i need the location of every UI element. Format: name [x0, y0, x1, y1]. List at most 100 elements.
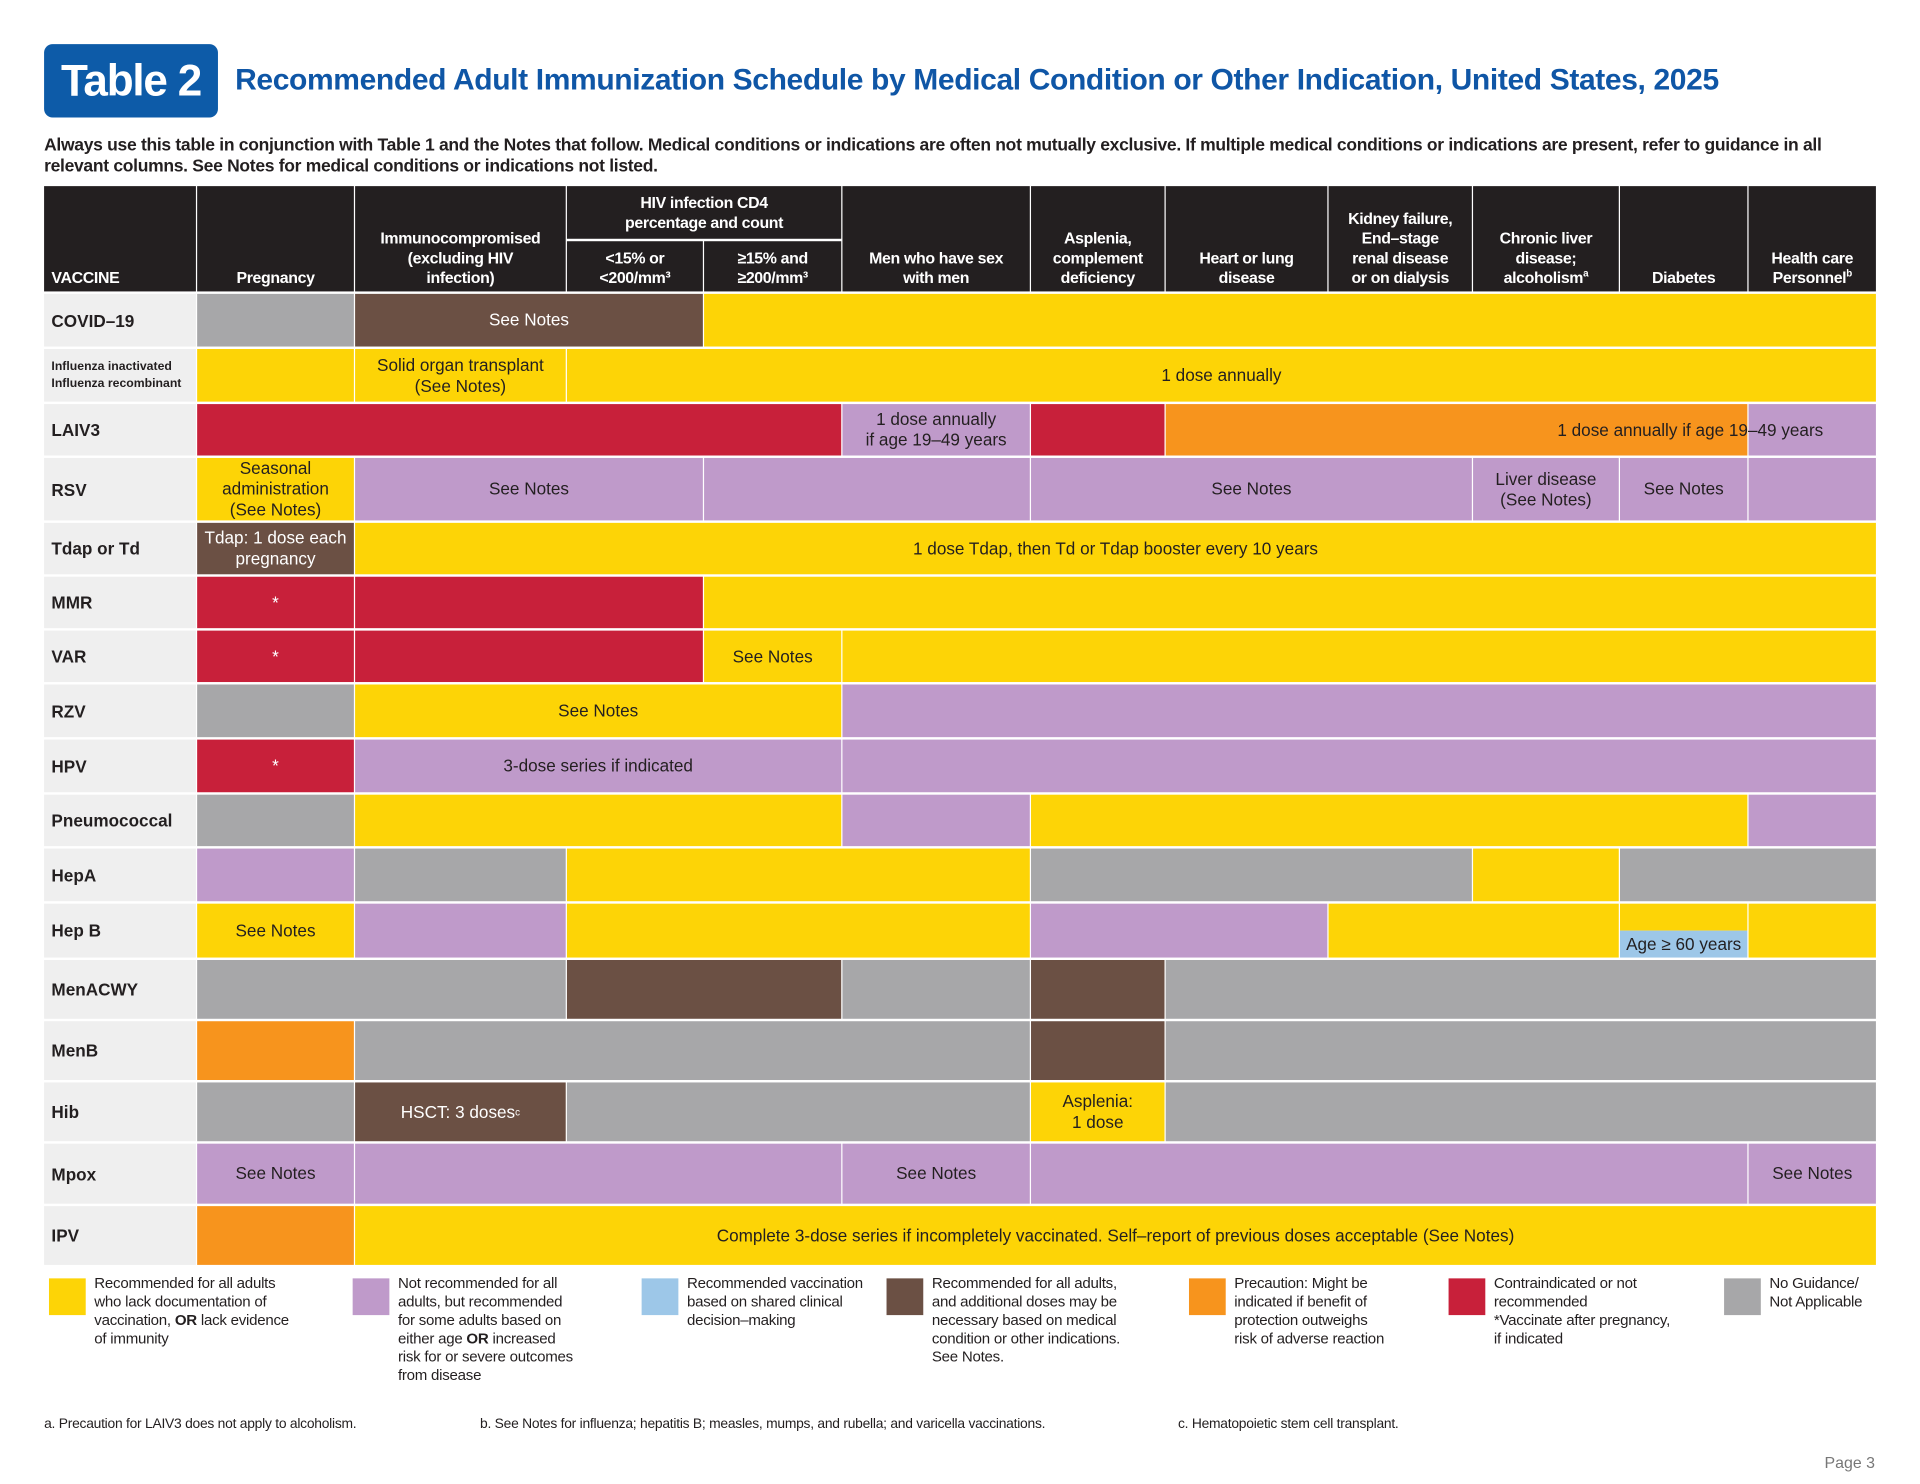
legend-text: Recommended for all adults who lack docu… [94, 1274, 289, 1347]
legend-swatch-orange [1188, 1278, 1226, 1316]
schedule-cell-yellow [1473, 848, 1619, 902]
header-pregnancy: Pregnancy [197, 186, 354, 292]
schedule-cell-yellow [704, 293, 1876, 347]
schedule-cell-grey [197, 794, 354, 847]
schedule-cell-purple [1748, 794, 1876, 847]
schedule-cell-brown [1031, 960, 1165, 1019]
page-number: Page 3 [1824, 1453, 1875, 1472]
cell-text: 1 dose Tdap, then Td or Tdap booster eve… [912, 538, 1319, 558]
schedule-cell-purple [1031, 1143, 1748, 1204]
schedule-cell-grey [197, 1082, 354, 1142]
cell-text: See Notes [235, 920, 316, 940]
cell-text: See Notes [1643, 478, 1724, 499]
legend-text: Precaution: Might be indicated if benefi… [1234, 1274, 1385, 1347]
vaccine-name: HPV [44, 739, 196, 793]
schedule-cell-red: * [197, 739, 354, 793]
schedule-cell-red [355, 576, 703, 629]
cell-text: Asplenia: 1 dose [1062, 1091, 1134, 1132]
header-immunocompromised: Immunocompromised (excluding HIV infecti… [355, 186, 566, 292]
schedule-cell-shared-decision: Age ≥ 60 years [1620, 930, 1748, 958]
header-hiv-low: <15% or <200/mm³ [566, 241, 703, 292]
vaccine-name: LAIV3 [44, 404, 196, 456]
schedule-cell-yellow [1748, 903, 1876, 958]
vaccine-name: MMR [44, 576, 196, 629]
legend-text: Recommended vaccination based on shared … [686, 1274, 863, 1329]
header-heart-lung: Heart or lung disease [1165, 186, 1328, 292]
vaccine-name: Mpox [44, 1143, 196, 1204]
cell-text: See Notes [488, 309, 570, 330]
vaccine-name: COVID–19 [44, 293, 196, 347]
schedule-cell-yellow [1328, 903, 1619, 958]
schedule-cell-purple [197, 848, 354, 902]
legend-text: No Guidance/ Not Applicable [1769, 1274, 1863, 1311]
legend-text: Not recommended for all adults, but reco… [397, 1274, 573, 1384]
vaccine-name: RZV [44, 684, 196, 738]
cell-text: See Notes [235, 1163, 316, 1183]
schedule-cell-grey [197, 293, 354, 347]
header-hiv-group: HIV infection CD4 percentage and count [566, 186, 842, 239]
header-hiv-high: ≥15% and ≥200/mm³ [704, 241, 842, 292]
schedule-cell-yellow: Complete 3-dose series if incompletely v… [355, 1206, 1876, 1265]
schedule-cell-yellow: See Notes [704, 630, 842, 683]
schedule-cell-yellow [566, 848, 1030, 902]
cell-text: 1 dose annually if age 19–49 years [1557, 419, 1824, 439]
vaccine-name: Pneumococcal [44, 794, 196, 847]
schedule-cell-grey [1031, 848, 1472, 902]
schedule-cell-grey [1165, 960, 1876, 1019]
cell-text: Seasonal administration (See Notes) [222, 457, 329, 520]
header-liver-label: Chronic liver disease; alcoholism [1499, 228, 1593, 287]
schedule-cell-brown: HSCT: 3 doses c [355, 1082, 566, 1142]
schedule-cell-yellow: Seasonal administration (See Notes) [197, 457, 354, 521]
schedule-cell-red [197, 404, 842, 456]
cell-text: 1 dose annually if age 19–49 years [865, 408, 1007, 450]
schedule-cell-orange [197, 1021, 354, 1081]
legend-swatch-yellow [48, 1278, 86, 1316]
cell-text: * [272, 645, 279, 666]
schedule-cell-purple: See Notes [1620, 457, 1748, 521]
cell-text: See Notes [1772, 1163, 1853, 1183]
vaccine-name: VAR [44, 630, 196, 683]
schedule-cell-yellow: 1 dose Tdap, then Td or Tdap booster eve… [355, 522, 1876, 575]
schedule-cell-grey [355, 848, 566, 902]
header-asplenia: Asplenia, complement deficiency [1031, 186, 1165, 292]
schedule-cell-purple: See Notes [1748, 1143, 1876, 1204]
footnote-marker: c [515, 1106, 521, 1118]
schedule-cell-grey [197, 684, 354, 738]
header-diabetes: Diabetes [1620, 186, 1748, 292]
legend-swatch-brown [886, 1278, 924, 1316]
schedule-cell-yellow [1031, 794, 1748, 847]
schedule-cell-grey [197, 960, 566, 1019]
vaccine-name: Tdap or Td [44, 522, 196, 575]
cell-text: See Notes [1211, 478, 1292, 499]
header-msm: Men who have sex with men [842, 186, 1030, 292]
schedule-cell-yellow: Asplenia: 1 dose [1031, 1082, 1165, 1142]
schedule-cell-yellow: Solid organ transplant (See Notes) [355, 348, 566, 402]
schedule-cell-red [355, 630, 703, 683]
schedule-cell-yellow [704, 576, 1876, 629]
cell-text: * [272, 755, 279, 776]
footnote: c. Hematopoietic stem cell transplant. [1177, 1416, 1399, 1432]
schedule-cell-purple [842, 739, 1876, 793]
header-hcp: Health care Personnelb [1748, 186, 1876, 292]
schedule-cell-grey [1620, 848, 1876, 902]
footnote-marker: b [1846, 267, 1852, 279]
legend-swatch-blue [641, 1278, 679, 1316]
header-hcp-label: Health care Personnel [1771, 248, 1854, 287]
cell-text: Complete 3-dose series if incompletely v… [716, 1225, 1515, 1245]
legend-text: Recommended for all adults, and addition… [931, 1274, 1121, 1366]
header-vaccine: VACCINE [44, 186, 196, 292]
vaccine-name: MenB [44, 1021, 196, 1081]
instructions-text: Always use this table in conjunction wit… [44, 135, 1822, 177]
cell-text: See Notes [896, 1163, 977, 1183]
schedule-cell-red: * [197, 630, 354, 683]
schedule-cell-purple: See Notes [1031, 457, 1472, 521]
footnote: b. See Notes for influenza; hepatitis B;… [480, 1416, 1046, 1432]
cell-text: * [272, 592, 279, 612]
schedule-cell-grey [355, 1021, 1030, 1081]
page-title: Recommended Adult Immunization Schedule … [235, 63, 1719, 97]
schedule-cell-red: * [197, 576, 354, 629]
schedule-cell-yellow: 1 dose annually [566, 348, 1876, 402]
schedule-cell-purple: See Notes [842, 1143, 1030, 1204]
schedule-cell-grey [842, 960, 1030, 1019]
legend-text: Contraindicated or not recommended *Vacc… [1493, 1274, 1671, 1347]
